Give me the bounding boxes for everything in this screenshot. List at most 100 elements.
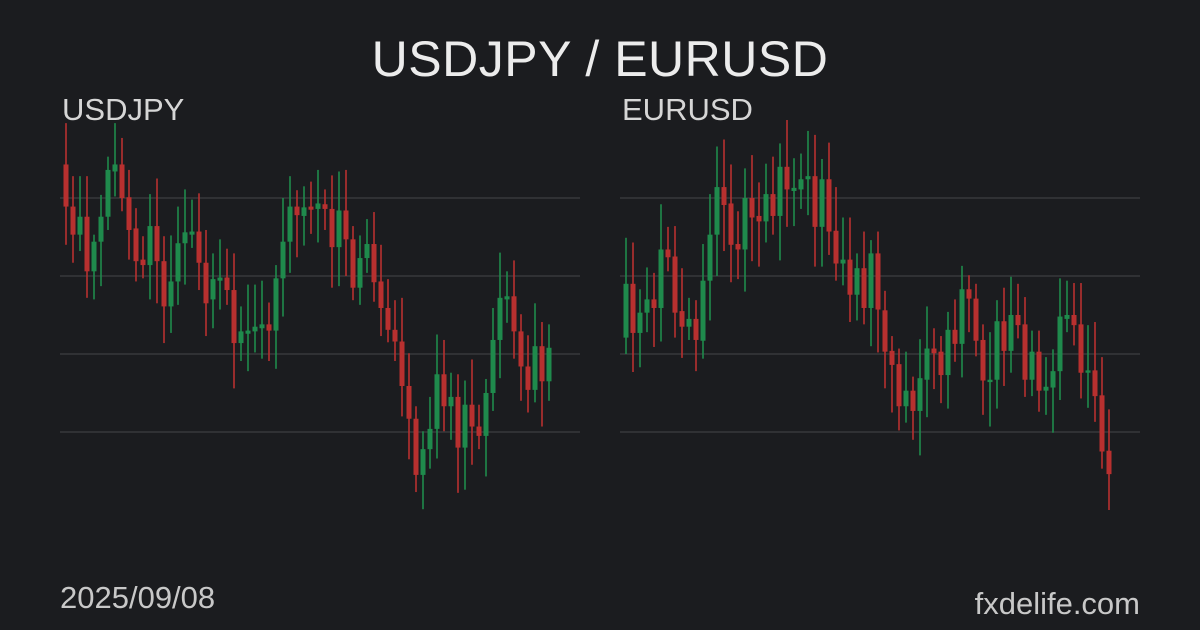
candle-body (833, 230, 839, 264)
candle-up (497, 252, 503, 379)
candle-body (868, 253, 874, 308)
candle-up (301, 186, 307, 246)
candle-up (1057, 278, 1063, 401)
candle-body (378, 281, 384, 308)
candle-up (546, 324, 552, 401)
candle-up (98, 194, 104, 287)
candle-body (497, 297, 503, 340)
candle-body (259, 324, 265, 329)
candle-body (623, 283, 629, 338)
candle-body (182, 232, 188, 244)
candle-up (994, 300, 1000, 409)
candle-up (427, 396, 433, 469)
candle-body (980, 339, 986, 381)
candle-up (217, 239, 223, 310)
candle-up (77, 176, 83, 252)
candle-body (98, 216, 104, 242)
candle-down (385, 279, 391, 343)
candle-body (763, 194, 769, 222)
candle-body (266, 324, 272, 331)
candle-down (875, 231, 881, 353)
candle-down (455, 374, 461, 493)
candle-body (665, 249, 671, 258)
candle-up (175, 206, 181, 305)
candle-down (966, 275, 972, 333)
candle-body (133, 228, 139, 262)
site-watermark[interactable]: fxdelife.com (974, 586, 1140, 621)
candle-up (420, 431, 426, 510)
candle-down (63, 123, 69, 245)
candle-body (273, 278, 279, 331)
candle-down (231, 253, 237, 389)
candle-up (840, 217, 846, 286)
candle-down (1001, 287, 1007, 386)
candle-body (336, 210, 342, 248)
candle-up (644, 267, 650, 333)
candle-body (896, 364, 902, 407)
candle-up (700, 244, 706, 359)
candle-down (826, 142, 832, 255)
candle-down (812, 134, 818, 267)
candle-up (210, 253, 216, 329)
candle-down (343, 169, 349, 276)
candle-down (350, 226, 356, 301)
candle-up (623, 237, 629, 354)
candle-body (147, 226, 153, 266)
candle-body (812, 176, 818, 227)
page-title: USDJPY / EURUSD (371, 31, 829, 87)
candle-up (112, 123, 118, 197)
candle-body (490, 339, 496, 393)
candle-down (441, 339, 447, 432)
candle-body (630, 283, 636, 333)
candle-up (742, 168, 748, 292)
usdjpy-chart (60, 123, 580, 510)
candle-up (357, 235, 363, 305)
candle-down (938, 336, 944, 404)
candle-down (1071, 283, 1077, 346)
candle-up (168, 235, 174, 333)
candle-up (791, 158, 797, 227)
candle-body (770, 194, 776, 216)
candle-body (343, 210, 349, 240)
candle-body (875, 253, 881, 310)
candle-down (952, 299, 958, 362)
candle-body (1064, 315, 1070, 319)
candle-body (350, 239, 356, 288)
candle-up (1043, 357, 1049, 415)
candle-up (245, 284, 251, 372)
candle-body (1015, 315, 1021, 326)
candle-body (252, 326, 258, 332)
candle-down (1022, 297, 1028, 397)
candle-down (322, 189, 328, 230)
candle-body (707, 234, 713, 281)
candle-body (112, 164, 118, 172)
candle-up (854, 253, 860, 321)
candle-body (854, 268, 860, 295)
candle-down (203, 229, 209, 337)
candle-body (777, 166, 783, 216)
candle-body (154, 226, 160, 262)
candle-down (973, 283, 979, 357)
candle-up (91, 234, 97, 300)
candle-up (686, 297, 692, 340)
candle-body (315, 203, 321, 209)
candle-body (455, 396, 461, 448)
candle-body (210, 279, 216, 300)
candle-body (91, 241, 97, 272)
candle-up (238, 306, 244, 362)
candle-up (259, 280, 265, 359)
candle-body (784, 166, 790, 190)
candle-down (161, 236, 167, 344)
candle-down (749, 155, 755, 262)
candle-body (245, 330, 251, 334)
candle-body (434, 374, 440, 429)
candle-down (889, 336, 895, 413)
candle-up (448, 372, 454, 440)
candle-body (168, 281, 174, 307)
candle-body (987, 379, 993, 383)
candle-up (917, 339, 923, 456)
candle-body (70, 206, 76, 235)
candle-body (287, 206, 293, 242)
candle-down (1078, 283, 1084, 399)
